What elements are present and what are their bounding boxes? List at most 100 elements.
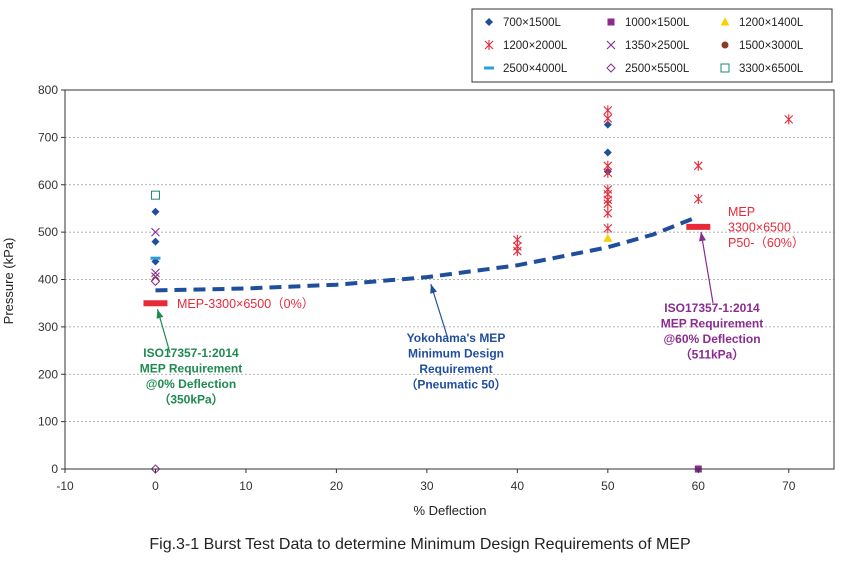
data-point — [603, 120, 612, 129]
yokohama-label: Minimum Design — [408, 347, 504, 361]
y-tick-label: 700 — [38, 130, 58, 144]
y-tick-label: 0 — [51, 462, 58, 476]
gridlines — [65, 136, 834, 423]
marker-shape — [151, 227, 160, 237]
marker-shape — [603, 120, 612, 129]
marker-shape — [603, 223, 613, 234]
legend-entry: 2500×4000L — [503, 63, 568, 75]
data-point — [603, 113, 613, 124]
marker-shape — [603, 198, 613, 209]
legend-entry: 700×1500L — [503, 17, 561, 29]
data-point — [150, 190, 160, 200]
requirement-layer — [143, 214, 711, 307]
yokohama-arrow-line — [430, 283, 449, 340]
marker-shape — [693, 193, 703, 204]
data-point — [693, 160, 703, 171]
marker-shape — [603, 233, 613, 242]
y-tick-label: 800 — [38, 83, 58, 97]
marker-shape — [606, 63, 616, 73]
x-tick-label: 40 — [511, 479, 525, 493]
data-points — [150, 105, 794, 474]
figure-caption: Fig.3-1 Burst Test Data to determine Min… — [149, 536, 690, 553]
x-tick-label: -10 — [56, 479, 74, 493]
x-tick-label: 20 — [330, 479, 344, 493]
marker-shape — [784, 114, 794, 125]
x-axis-title: % Deflection — [414, 503, 487, 518]
marker-shape — [512, 246, 522, 257]
marker-shape — [151, 268, 160, 278]
data-point — [603, 198, 613, 209]
marker-shape — [607, 18, 615, 26]
mep-sixty-label: MEP — [728, 205, 755, 219]
data-point — [603, 167, 613, 178]
x-tick-label: 10 — [239, 479, 253, 493]
mep-zero-label: MEP-3300×6500（0%） — [177, 297, 314, 311]
legend-marker — [720, 17, 730, 26]
iso-zero-label: （350kPa） — [158, 392, 223, 407]
legend-entry: 1500×3000L — [739, 40, 804, 52]
legend-entry: 1350×2500L — [625, 40, 690, 52]
marker-shape — [150, 276, 161, 287]
iso-zero-label: ISO17357-1:2014 — [143, 346, 239, 360]
marker-shape — [151, 207, 160, 216]
marker-shape — [693, 160, 703, 171]
data-point — [151, 207, 160, 216]
legend-box — [471, 8, 833, 83]
legend-entry: 1000×1500L — [625, 17, 690, 29]
yokohama-label: Requirement — [419, 362, 492, 376]
data-point — [603, 223, 613, 234]
marker-shape — [603, 167, 613, 178]
y-tick-label: 300 — [38, 320, 58, 334]
y-tick-label: 100 — [38, 415, 58, 429]
y-tick-label: 600 — [38, 178, 58, 192]
y-tick-label: 500 — [38, 225, 58, 239]
data-point — [603, 148, 612, 157]
marker-shape — [603, 113, 613, 124]
marker-shape — [603, 208, 613, 219]
iso-sixty-label: MEP Requirement — [661, 317, 763, 331]
y-tick-label: 200 — [38, 367, 58, 381]
iso-zero-label: MEP Requirement — [140, 362, 242, 376]
mep-sixty-label: 3300×6500 — [728, 221, 791, 235]
mep-sixty-label: P50-（60%） — [728, 236, 804, 250]
y-tick-label: 400 — [38, 273, 58, 287]
legend-marker — [606, 63, 616, 73]
marker-shape — [603, 148, 612, 157]
data-point — [151, 227, 160, 237]
marker-shape — [606, 40, 616, 50]
marker-shape — [720, 17, 730, 26]
legend-entry: 1200×1400L — [739, 17, 804, 29]
yokohama-arrow-head — [430, 284, 437, 294]
legend: 700×1500L 1000×1500L 1200×1400L 1200×2000L 1… — [471, 8, 833, 83]
marker-shape — [484, 66, 494, 70]
iso-sixty-label: ISO17357-1:2014 — [664, 301, 760, 315]
iso-sixty-arrow-head — [699, 231, 706, 242]
x-tick-label: 60 — [692, 479, 706, 493]
data-point — [150, 276, 161, 287]
marker-shape — [484, 40, 494, 50]
data-point — [512, 246, 522, 257]
legend-marker — [606, 40, 616, 50]
x-tick-label: 0 — [152, 479, 159, 493]
yokohama-label: （Pneumatic 50） — [405, 377, 506, 392]
iso-zero-arrow-head — [156, 309, 164, 319]
legend-marker — [720, 63, 730, 73]
legend-entry: 3300×6500L — [739, 63, 804, 75]
iso-sixty-label: @60% Deflection — [663, 332, 760, 346]
data-point — [150, 256, 161, 260]
marker-shape — [150, 190, 160, 200]
axis-ticks: 0 100 200 300 400 500 600 700 800 -10 0 10 20 30 40 50 6… — [38, 83, 796, 493]
marker-shape — [151, 237, 160, 246]
marker-shape — [721, 41, 729, 49]
data-point — [603, 208, 613, 219]
yokohama-requirement-line — [155, 214, 700, 293]
yokohama-label: Yokohama's MEP — [407, 331, 506, 345]
data-point — [693, 193, 703, 204]
x-tick-label: 50 — [601, 479, 615, 493]
legend-marker — [607, 18, 615, 26]
data-point — [151, 237, 160, 246]
marker-shape — [720, 63, 730, 73]
legend-marker — [484, 66, 494, 70]
